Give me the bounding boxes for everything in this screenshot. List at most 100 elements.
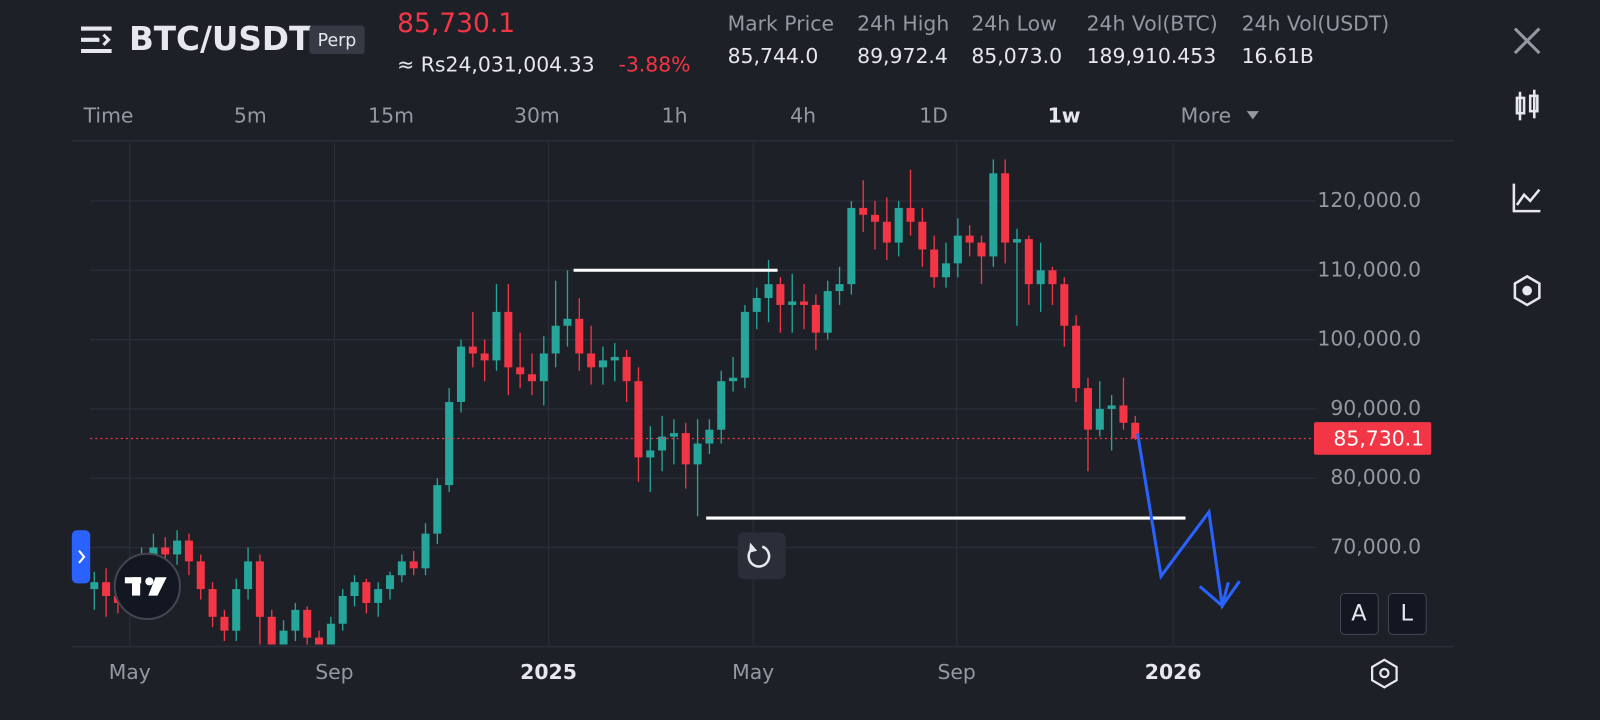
timeframe[interactable]: 4h [790, 103, 816, 127]
candle-body [563, 318, 572, 326]
indicator-icon[interactable] [1512, 183, 1541, 213]
timeframe[interactable]: Time [83, 103, 134, 127]
last-price: 85,730.1 [397, 8, 515, 39]
candle-body [184, 540, 193, 562]
stat-value: 16.61B [1242, 44, 1314, 68]
menu-icon[interactable] [81, 26, 112, 54]
candle-body [800, 301, 809, 305]
timeframe[interactable]: More [1181, 103, 1232, 127]
stat-label: 24h High [857, 11, 949, 35]
drawing[interactable] [573, 268, 1241, 610]
x-tick-label: 2025 [520, 660, 577, 684]
stat-label: Mark Price [728, 11, 834, 35]
stat-label: 24h Vol(USDT) [1242, 11, 1390, 35]
y-tick-label: 80,000.0 [1330, 465, 1421, 489]
last-price-label: 85,730.1 [1333, 427, 1424, 451]
candle-body [1095, 408, 1104, 430]
candle-body [445, 401, 454, 486]
symbol[interactable]: BTC/USDT [129, 20, 312, 58]
candle-body [610, 356, 619, 361]
candle-body [480, 353, 489, 361]
y-tick-label: 90,000.0 [1330, 396, 1421, 420]
logo[interactable] [113, 552, 181, 621]
candle-body [941, 263, 951, 278]
candle-body [551, 325, 560, 354]
local-price: ≈ Rs24,031,004.33 [397, 52, 594, 76]
candle-body [1024, 239, 1033, 285]
stat-label: 24h Low [971, 11, 1056, 35]
candle-body [208, 589, 217, 617]
candle-body [456, 346, 466, 402]
axis-settings-icon[interactable] [1371, 658, 1398, 689]
candle-body [527, 374, 536, 382]
candle-body [847, 207, 856, 285]
candle-body [279, 630, 288, 645]
candle-body [906, 207, 915, 222]
candle-body [705, 429, 714, 444]
reset-button[interactable] [737, 532, 786, 580]
candle-body [315, 637, 324, 645]
candle-body [397, 561, 406, 576]
candle-body [729, 377, 738, 382]
candle-body [1072, 325, 1081, 389]
candle-body [681, 433, 690, 465]
candle-body [740, 311, 749, 378]
side-tab-arrow [78, 550, 86, 564]
candle-body [587, 353, 596, 368]
candle-body [539, 353, 548, 382]
side-tab[interactable] [71, 530, 91, 584]
candle-body [811, 304, 820, 333]
candle-body [965, 235, 974, 243]
timeframe[interactable]: 1h [662, 103, 688, 127]
candle-body [362, 582, 371, 603]
candle-body [196, 561, 205, 590]
candle-body [90, 582, 99, 590]
x-tick-label: 2026 [1145, 660, 1202, 684]
candle-body [1048, 270, 1057, 285]
candle-body [267, 616, 276, 645]
dropdown-arrow [1246, 111, 1259, 120]
y-tick-label: 100,000.0 [1317, 327, 1421, 351]
candle-body [232, 589, 241, 631]
candle-body [634, 381, 643, 458]
timeframe[interactable]: 30m [514, 103, 560, 127]
candle-body [255, 561, 264, 617]
stat-label: 24h Vol(BTC) [1087, 11, 1218, 35]
candle-body [788, 301, 797, 305]
candle-body [598, 360, 607, 368]
last-price-tag [1313, 422, 1432, 455]
candle-body [717, 381, 726, 430]
x-tick-label: Sep [315, 660, 353, 684]
candle-body [693, 443, 702, 465]
stat-value: 189,910.453 [1087, 44, 1217, 68]
candle-body [776, 284, 785, 305]
candle-body [220, 616, 229, 631]
timeframe[interactable]: 5m [234, 103, 267, 127]
candle-body [338, 596, 347, 624]
candle-body [752, 298, 761, 312]
candle-body [764, 284, 773, 299]
candle-body [871, 214, 880, 222]
candle-body [977, 242, 986, 257]
scale-log-button[interactable]: L [1387, 593, 1427, 635]
close-icon[interactable] [1513, 27, 1541, 55]
candle-body [1131, 422, 1140, 439]
candle-body [930, 249, 939, 278]
candle-body [575, 318, 584, 354]
timeframe[interactable]: 15m [368, 103, 414, 127]
candle-body [882, 221, 891, 243]
candle-body [468, 346, 477, 354]
scale-auto-button[interactable]: A [1340, 593, 1379, 635]
candle-body [409, 561, 418, 569]
auto-label: A [1351, 600, 1367, 626]
timeframe[interactable]: 1w [1048, 103, 1081, 127]
settings-icon[interactable] [1513, 274, 1541, 307]
stat-value: 89,972.4 [857, 44, 948, 68]
timeframe[interactable]: 1D [919, 103, 948, 127]
x-tick-label: May [732, 660, 774, 684]
candle-body [102, 582, 111, 597]
candle-body [385, 575, 395, 590]
candle-icon[interactable] [1515, 89, 1539, 121]
candle-body [433, 485, 442, 534]
